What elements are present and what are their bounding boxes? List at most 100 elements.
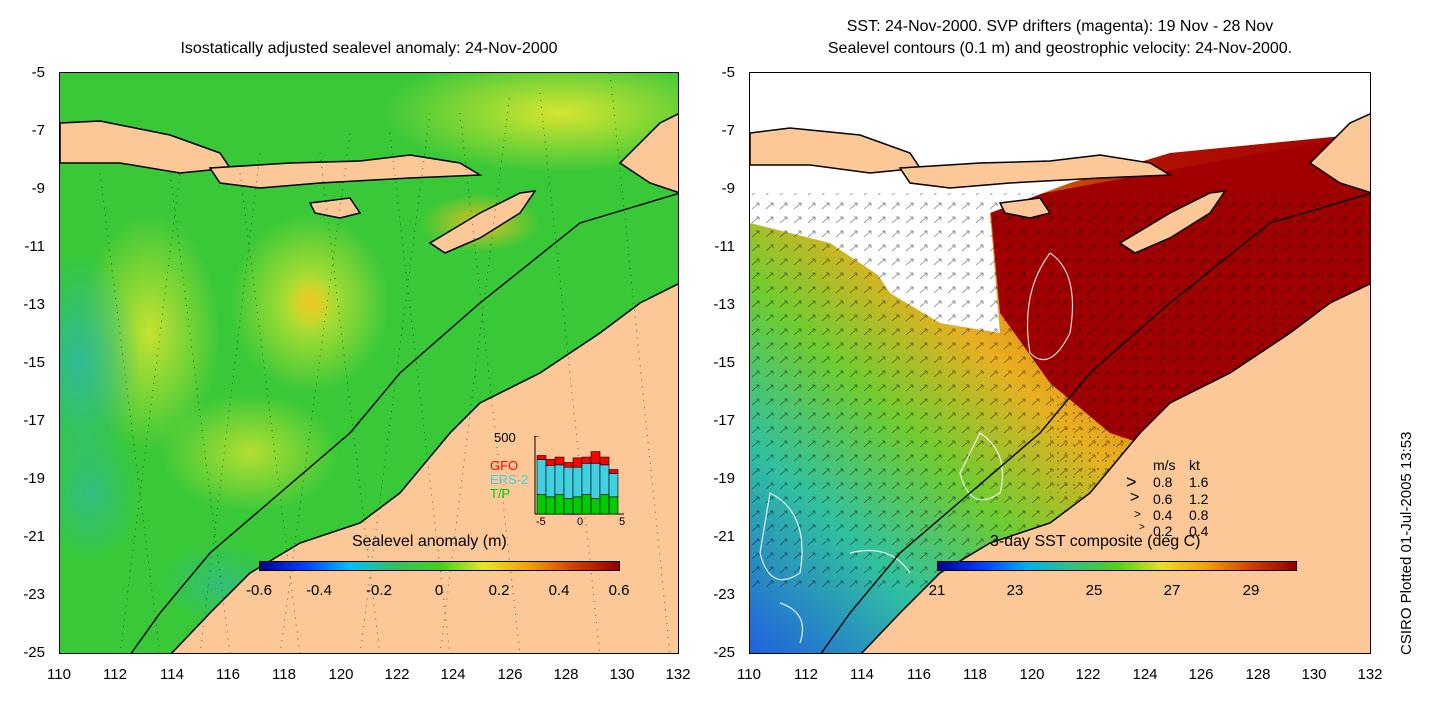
velocity-legend-ms: 0.4 (1153, 507, 1173, 523)
histogram-bar-gfo (536, 455, 547, 460)
sealevel-contours (759, 252, 1073, 644)
histogram-bar-ers (545, 465, 556, 498)
x-tick: 120 (328, 666, 354, 683)
velocity-legend-kt: 1.2 (1189, 491, 1209, 507)
y-tick: -5 (31, 64, 45, 81)
velocity-legend-header-ms: m/s (1153, 457, 1176, 473)
sst-colorbar-tick: 29 (1242, 582, 1260, 599)
histogram-bar-tp (581, 494, 592, 515)
histogram-bar-gfo (581, 456, 592, 464)
legend-ers2: ERS-2 (490, 472, 529, 487)
timor-island-sst (1118, 190, 1227, 254)
y-tick: -13 (713, 296, 735, 313)
sla-colorbar-tick: 0.4 (548, 582, 570, 599)
histogram-bar-gfo (572, 457, 583, 468)
velocity-arrow-icon: > (1139, 522, 1145, 533)
inset-xtick: 5 (619, 516, 626, 528)
sumba-island (308, 197, 362, 219)
x-tick: 132 (1357, 666, 1383, 683)
y-tick: -19 (23, 470, 45, 487)
eastern-islands (618, 113, 678, 194)
histogram-bar-gfo (545, 459, 556, 466)
y-tick: -25 (713, 644, 735, 661)
lesser-sunda-islands-sst (898, 154, 1173, 189)
histogram-bar-tp (599, 494, 610, 515)
sla-map-canvas (60, 73, 678, 653)
sla-colorbar-tick: 0.6 (608, 582, 630, 599)
x-tick: 130 (1301, 666, 1327, 683)
y-tick: -11 (714, 238, 735, 255)
sumba-island-sst (998, 197, 1052, 219)
histogram-bar-tp (608, 496, 619, 515)
sst-colorbar-tick: 23 (1006, 582, 1024, 599)
timor-island (428, 190, 537, 254)
sla-colorbar-tick: 0 (434, 582, 444, 599)
y-tick: -5 (721, 64, 735, 81)
left-map-title: Isostatically adjusted sealevel anomaly:… (180, 40, 558, 57)
histogram-bar-tp (545, 496, 556, 515)
x-tick: 122 (1075, 666, 1101, 683)
sst-colorbar-tick: 27 (1163, 582, 1181, 599)
sst-map-canvas (750, 73, 1370, 653)
velocity-arrow-icon: > (1130, 489, 1140, 506)
inset-ymax: 500 (494, 430, 516, 445)
histogram-bar-tp (536, 494, 547, 515)
histogram-bar-ers (572, 466, 583, 498)
sst-colorbar-tick: 21 (928, 582, 946, 599)
x-tick: 128 (553, 666, 579, 683)
y-tick: -21 (23, 528, 45, 545)
histogram-bar-ers (599, 464, 610, 495)
x-tick: 126 (1188, 666, 1214, 683)
sealevel-anomaly-map (59, 72, 679, 654)
histogram-bar-gfo (608, 469, 619, 474)
histogram-bar-ers (608, 473, 619, 498)
histogram-bar-gfo (554, 456, 565, 466)
y-tick: -23 (23, 586, 45, 603)
velocity-legend-kt: 1.6 (1189, 474, 1209, 490)
histogram-bar-ers (536, 459, 547, 495)
y-tick: -23 (713, 586, 735, 603)
x-tick: 124 (440, 666, 466, 683)
inset-xtick: 0 (577, 516, 584, 528)
x-tick: 110 (47, 666, 71, 683)
y-tick: -19 (713, 470, 735, 487)
lesser-sunda-islands (208, 154, 483, 189)
sst-colorbar (937, 561, 1297, 571)
y-tick: -25 (23, 644, 45, 661)
histogram-bar-ers (581, 462, 592, 495)
velocity-legend-ms: 0.8 (1153, 474, 1173, 490)
sst-map (749, 72, 1371, 654)
inset-histogram (534, 436, 624, 515)
x-tick: 124 (1132, 666, 1158, 683)
sla-colorbar-title: Sealevel anomaly (m) (352, 533, 507, 550)
y-tick: -9 (31, 180, 45, 197)
histogram-bar-gfo (590, 451, 601, 464)
x-tick: 112 (794, 666, 818, 683)
x-tick: 112 (103, 666, 127, 683)
x-tick: 126 (497, 666, 523, 683)
plot-credit: CSIRO Plotted 01-Jul-2005 13:53 (1398, 431, 1415, 655)
sla-colorbar-tick: 0.2 (488, 582, 510, 599)
x-tick: 114 (850, 666, 874, 683)
x-tick: 118 (963, 666, 987, 683)
sla-colorbar-tick: -0.6 (246, 582, 272, 599)
velocity-legend-header-kt: kt (1189, 457, 1200, 473)
y-tick: -17 (23, 412, 45, 429)
velocity-legend-kt: 0.8 (1189, 507, 1209, 523)
y-tick: -9 (721, 180, 735, 197)
histogram-bar-tp (590, 498, 601, 515)
shelf-contour-sst (820, 192, 1370, 653)
legend-gfo: GFO (490, 458, 519, 473)
velocity-legend-ms: 0.2 (1153, 523, 1173, 539)
y-tick: -7 (721, 122, 735, 139)
y-tick: -13 (23, 296, 45, 313)
x-tick: 116 (907, 666, 931, 683)
sla-colorbar-tick: -0.4 (306, 582, 332, 599)
y-tick: -7 (31, 122, 45, 139)
shelf-contour (130, 192, 678, 653)
x-tick: 116 (216, 666, 240, 683)
y-tick: -15 (713, 354, 735, 371)
x-tick: 128 (1245, 666, 1271, 683)
histogram-bar-ers (554, 464, 565, 495)
x-tick: 120 (1019, 666, 1045, 683)
